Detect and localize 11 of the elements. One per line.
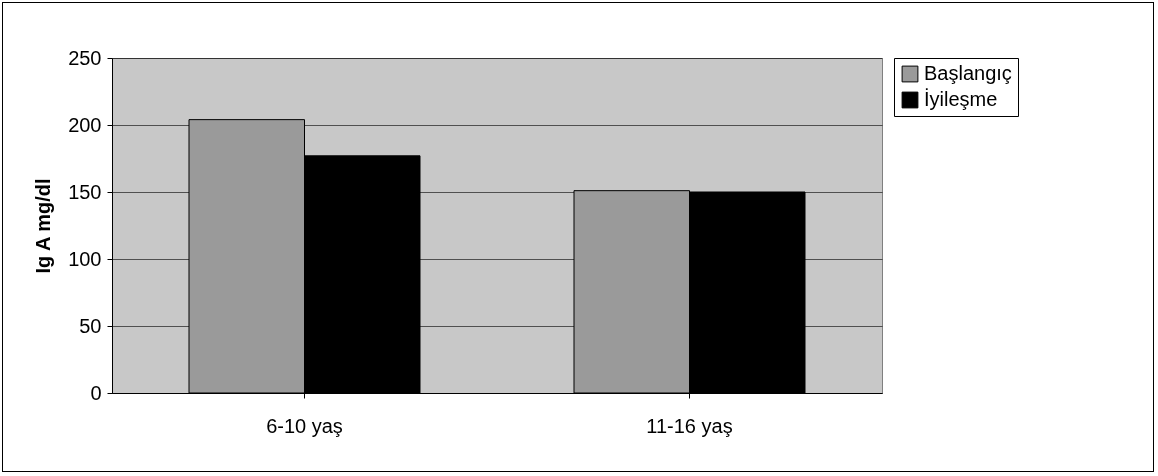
legend-label: Başlangıç — [924, 62, 1012, 84]
y-tick-label: 100 — [68, 247, 102, 270]
y-tick-label: 250 — [68, 46, 102, 69]
y-tick-label: 0 — [90, 381, 102, 404]
x-tick-label: 11-16 yaş — [646, 414, 733, 437]
x-tick-label: 6-10 yaş — [266, 414, 343, 437]
y-tick-label: 150 — [68, 180, 102, 203]
legend-label: İyileşme — [924, 88, 998, 110]
y-axis-title: Ig A mg/dl — [32, 178, 55, 274]
y-tick-label: 50 — [79, 314, 102, 337]
y-tick-label: 200 — [68, 113, 102, 136]
